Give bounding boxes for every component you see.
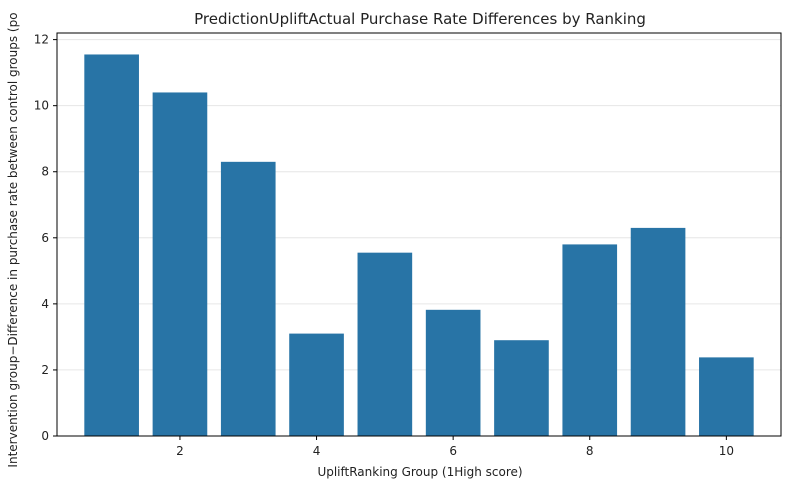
x-axis-label: UpliftRanking Group (1High score) [317, 465, 522, 479]
bar [630, 227, 686, 436]
bar [84, 54, 139, 436]
y-axis-ticks: 0 2 4 6 8 10 12 [34, 33, 57, 443]
bar [357, 252, 413, 436]
bar [425, 309, 481, 436]
x-axis-ticks: 2 4 6 8 10 [176, 436, 734, 458]
bar [494, 340, 549, 436]
axes [56, 32, 782, 437]
bar [289, 333, 344, 436]
y-tick-label: 2 [41, 363, 49, 377]
x-tick-label: 4 [313, 444, 321, 458]
bar [562, 244, 618, 436]
bar [152, 92, 208, 436]
y-tick-label: 6 [41, 231, 49, 245]
y-tick-label: 8 [41, 165, 49, 179]
y-tick-label: 0 [41, 429, 49, 443]
bars [84, 54, 754, 436]
chart-title: PredictionUpliftActual Purchase Rate Dif… [194, 10, 646, 28]
plot-frame [56, 32, 782, 437]
x-tick-label: 10 [719, 444, 734, 458]
y-axis-label: Intervention group−Difference in purchas… [6, 12, 20, 467]
x-tick-label: 8 [586, 444, 594, 458]
y-tick-label: 10 [34, 99, 49, 113]
x-tick-label: 2 [176, 444, 184, 458]
bar [699, 357, 754, 436]
bar [220, 161, 276, 436]
y-tick-label: 4 [41, 297, 49, 311]
y-tick-label: 12 [34, 33, 49, 47]
x-tick-label: 6 [449, 444, 457, 458]
